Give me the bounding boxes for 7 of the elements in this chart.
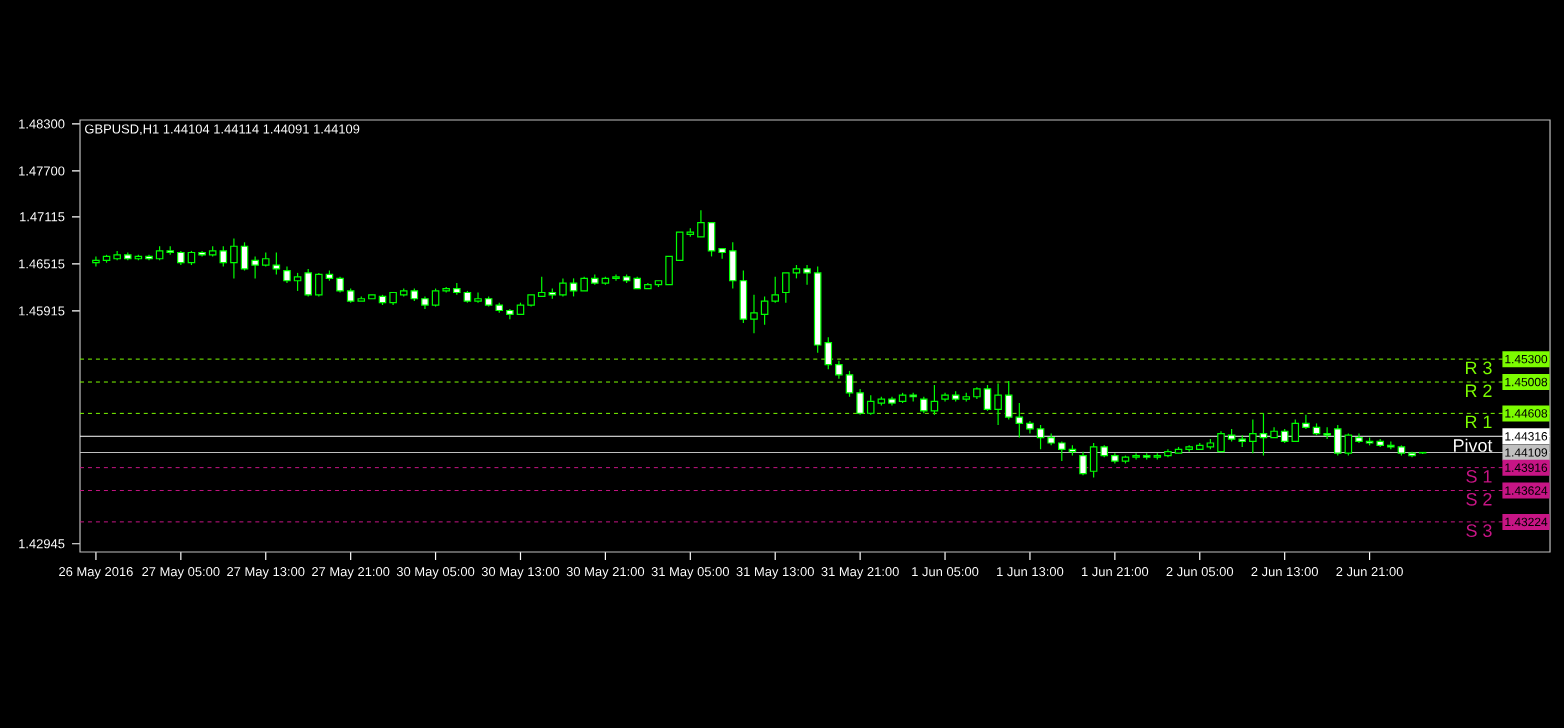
ref-line-label: Pivot: [1454, 438, 1493, 452]
ref-line-label: S 3: [1466, 524, 1492, 537]
ref-line-label: S 1: [1466, 470, 1492, 483]
ref-line-label: R 2: [1466, 384, 1492, 397]
ref-line-label: R 1: [1466, 415, 1492, 429]
ref-line-label: R 3: [1466, 361, 1492, 375]
ref-line-label: S 2: [1466, 492, 1492, 506]
